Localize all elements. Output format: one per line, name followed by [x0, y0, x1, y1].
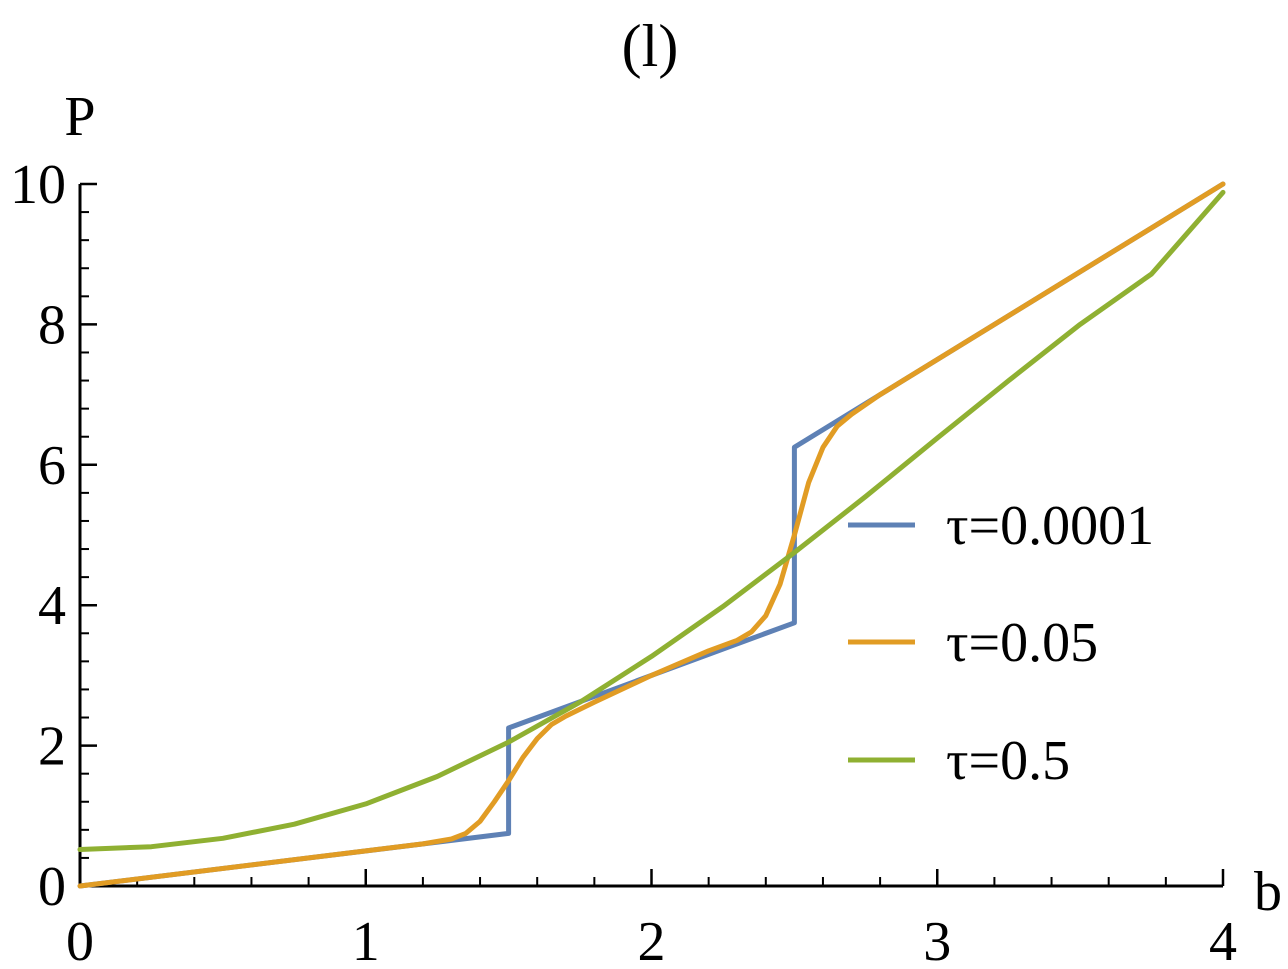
legend: τ=0.0001 τ=0.05 τ=0.5 [848, 495, 1154, 792]
y-tick-label: 2 [38, 716, 66, 778]
series-layer [77, 181, 1226, 889]
x-tick-label: 2 [638, 911, 666, 964]
y-tick-label: 4 [38, 575, 66, 637]
series-line-3 [77, 189, 1226, 852]
y-tick-label: 6 [38, 435, 66, 497]
x-tick-label: 1 [352, 911, 380, 964]
x-tick-label: 4 [1209, 911, 1237, 964]
y-axis-label: P [64, 86, 95, 148]
y-tick-label: 8 [38, 294, 66, 356]
axes-layer: 0 1 2 3 4 0 2 4 6 8 10 [10, 154, 1237, 969]
legend-label-2: τ=0.05 [946, 612, 1098, 674]
legend-label-3: τ=0.5 [946, 730, 1070, 792]
chart-title: (l) [622, 13, 679, 79]
legend-label-1: τ=0.0001 [946, 495, 1154, 557]
series-line-2 [77, 181, 1226, 889]
x-tick-label: 3 [923, 911, 951, 964]
y-tick-label: 10 [10, 154, 66, 216]
x-tick-label: 0 [66, 911, 94, 964]
x-axis-label: b [1254, 861, 1282, 923]
y-tick-label: 0 [38, 856, 66, 918]
